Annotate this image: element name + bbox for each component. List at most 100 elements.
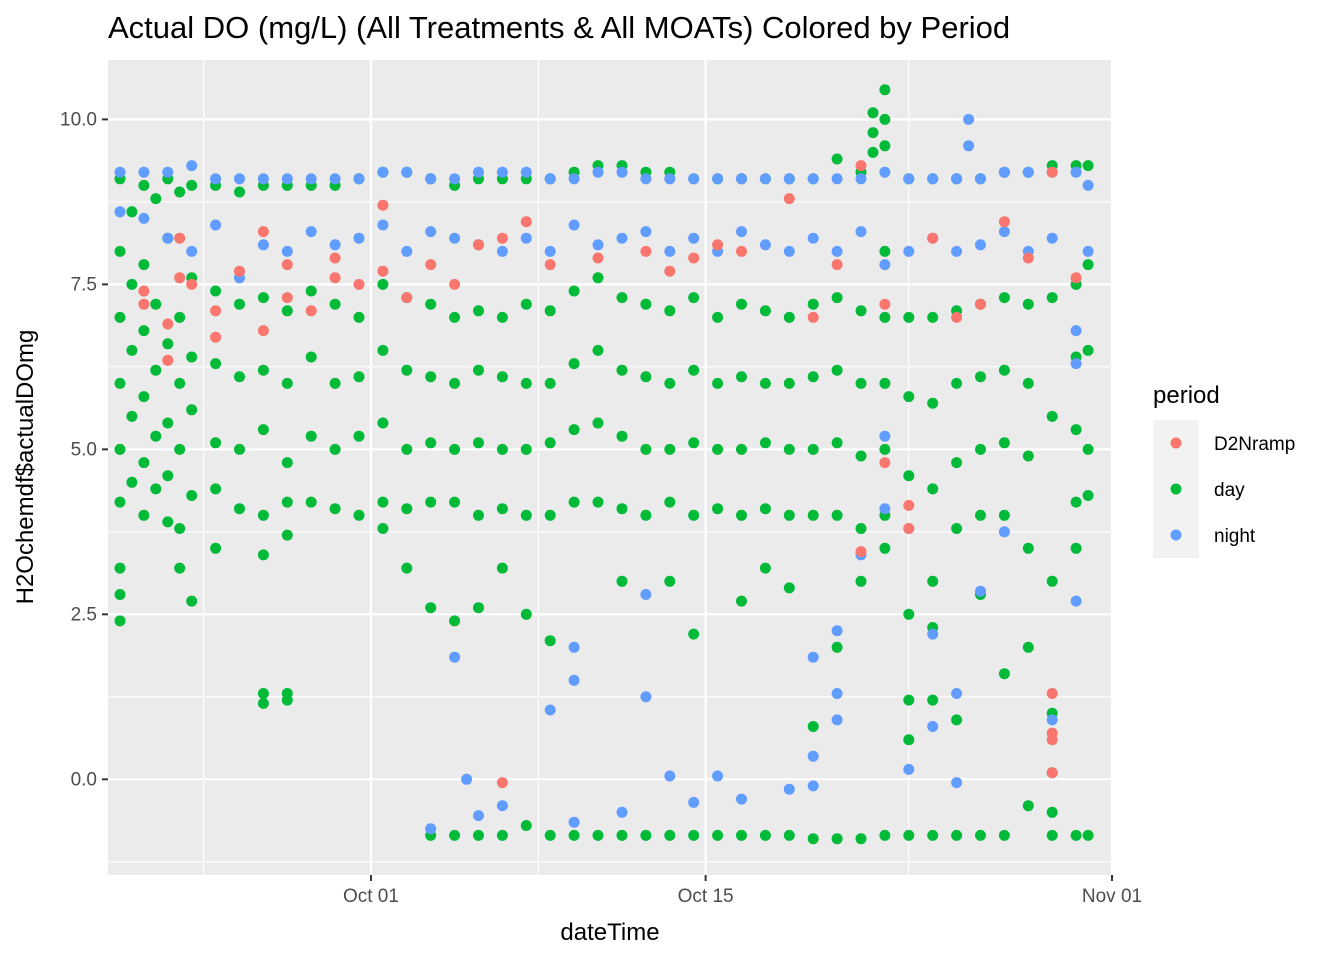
data-point [210, 542, 222, 554]
data-point [150, 298, 162, 310]
data-point [186, 278, 198, 290]
data-point [831, 688, 843, 699]
data-point [867, 107, 879, 119]
data-point [568, 358, 580, 370]
data-point [473, 364, 484, 376]
data-point [903, 470, 915, 482]
data-point [783, 245, 795, 257]
data-point [879, 503, 891, 515]
data-point [879, 443, 891, 455]
data-point [257, 509, 269, 521]
data-point [640, 829, 652, 841]
data-point [210, 331, 222, 343]
data-point [234, 371, 245, 383]
data-point [1022, 298, 1034, 310]
data-point [401, 292, 413, 304]
y-axis: 0.0 2.5 5.0 7.5 10.0 [60, 109, 108, 790]
data-point [688, 829, 700, 841]
data-point [951, 777, 963, 789]
data-point [1082, 245, 1094, 257]
data-point [520, 166, 532, 178]
data-point [257, 364, 269, 376]
data-point [257, 226, 269, 238]
data-point [281, 173, 293, 185]
data-point [496, 311, 508, 323]
data-point [449, 443, 461, 455]
data-point [831, 364, 843, 376]
data-point [210, 285, 222, 297]
data-point [162, 516, 174, 528]
data-point [1070, 272, 1082, 284]
data-point [664, 770, 676, 782]
data-point [138, 391, 150, 403]
data-point [998, 226, 1010, 238]
data-point [210, 358, 222, 370]
data-point [150, 483, 162, 495]
data-point [855, 546, 867, 558]
data-point [998, 437, 1010, 449]
data-point [377, 199, 389, 211]
data-point [736, 226, 747, 238]
data-point [831, 833, 843, 845]
data-point [377, 219, 389, 231]
data-point [807, 721, 819, 732]
data-point [855, 575, 867, 587]
data-point [544, 245, 556, 257]
y-tick-label: 5.0 [71, 439, 97, 460]
data-point [568, 219, 580, 231]
data-point [616, 829, 628, 841]
data-point [186, 245, 198, 257]
data-point [831, 714, 843, 726]
data-point [138, 457, 150, 469]
grid [108, 60, 1114, 875]
data-point [927, 232, 939, 244]
legend: period D2Nramp day night [1153, 382, 1295, 558]
data-point [174, 443, 186, 455]
data-point [401, 562, 413, 574]
data-point [616, 806, 628, 818]
data-point [377, 265, 389, 277]
data-point [114, 206, 126, 218]
data-point [449, 651, 461, 663]
data-point [568, 285, 580, 297]
data-point [951, 829, 963, 841]
data-point [234, 503, 245, 515]
data-point [1022, 542, 1034, 554]
data-point [449, 377, 461, 389]
data-point [210, 437, 222, 449]
plot-panel [108, 60, 1112, 875]
data-point [998, 216, 1010, 228]
data-point [759, 173, 771, 185]
data-point [210, 483, 222, 495]
data-point [520, 820, 532, 831]
data-point [449, 496, 461, 508]
data-point [496, 245, 508, 257]
data-point [736, 443, 747, 455]
data-point [855, 305, 867, 317]
data-point [592, 829, 604, 841]
data-point [353, 232, 365, 244]
data-point [1046, 688, 1058, 699]
data-point [831, 173, 843, 185]
data-point [281, 245, 293, 257]
data-point [879, 166, 891, 178]
data-point [975, 239, 986, 251]
data-point [377, 166, 389, 178]
data-point [664, 377, 676, 389]
data-point [305, 173, 317, 185]
data-point [927, 397, 939, 409]
data-point [879, 84, 891, 96]
data-point [425, 602, 437, 614]
data-point [783, 582, 795, 594]
data-point [473, 509, 484, 521]
data-point [234, 186, 245, 198]
data-point [951, 311, 963, 323]
data-point [174, 523, 186, 534]
data-point [281, 377, 293, 389]
data-point [879, 542, 891, 554]
data-point [640, 509, 652, 521]
data-point [712, 443, 724, 455]
data-point [377, 278, 389, 290]
data-point [712, 311, 724, 323]
